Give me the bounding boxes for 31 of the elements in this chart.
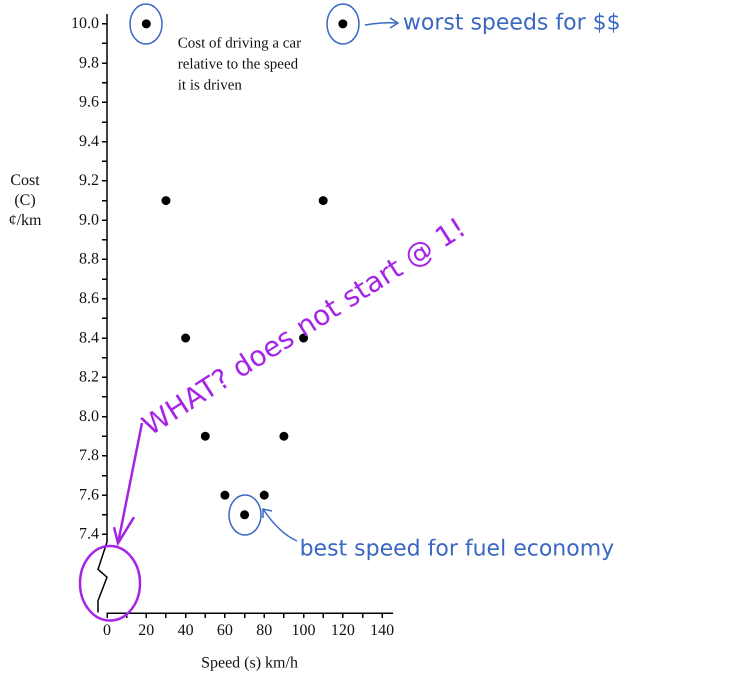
y-tick-label: 9.4 [79,132,99,150]
x-tick-label: 20 [138,622,154,639]
x-axis-title: Speed (s) km/h [201,654,298,672]
y-tick-label: 8.8 [79,250,99,268]
y-tick-label: 9.8 [79,54,99,72]
y-tick-label: 8.0 [79,408,99,425]
y-tick-label: 7.8 [79,447,99,464]
x-tick-label: 60 [216,622,233,639]
y-tick-label: 8.4 [79,329,99,346]
y-tick-label: 10.0 [71,15,99,32]
y-tick-label: 9.0 [79,211,99,228]
y-tick-label: 7.6 [79,486,99,504]
annotation: worst speeds for $$ [402,10,621,36]
y-tick-label: 8.2 [79,368,99,386]
x-tick-label: 0 [103,622,111,639]
point [318,196,328,206]
point [161,196,170,206]
point [181,334,190,343]
point [279,432,288,441]
y-tick-label: 9.6 [79,94,99,111]
x-tick-label: 80 [256,622,272,639]
y-tick-label: 9.2 [79,172,99,190]
y-tick-label: 7.4 [79,526,99,543]
x-tick-label: 100 [292,622,316,639]
x-tick-label: 120 [330,622,355,639]
text: Cost of driving a car relative to the speed it is driven [178,35,302,94]
x-tick-label: 140 [370,622,394,639]
y-axis-title: Cost (C) ¢/km [8,172,42,230]
x-tick-label: 40 [178,622,194,639]
annotation: best speed for fuel economy [300,536,614,562]
y-tick-label: 8.6 [79,290,99,307]
